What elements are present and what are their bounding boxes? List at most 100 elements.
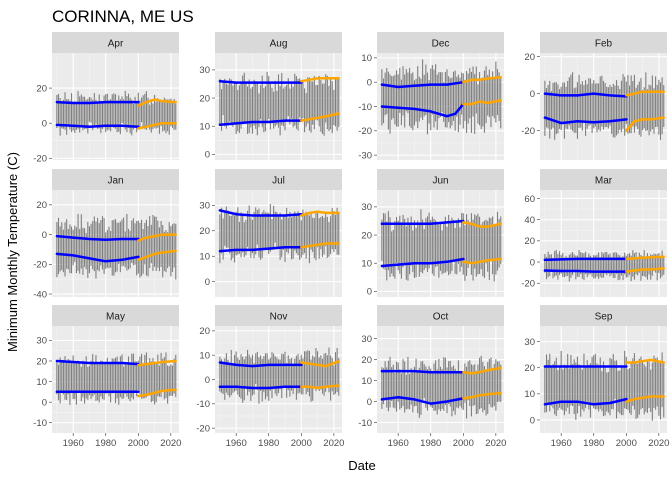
range-bar [593,80,595,129]
range-bar [302,80,304,119]
range-bar [565,255,567,277]
range-bar [446,226,448,272]
range-bar [93,216,95,272]
range-bar [632,81,634,127]
recent-lower-line [462,391,502,400]
range-bar [137,360,139,391]
range-bar [573,359,575,415]
range-bar [602,253,605,278]
range-bar [436,369,438,415]
range-bar [462,73,464,129]
range-bar [397,362,399,402]
range-bar [392,76,394,119]
y-tick-label: 40 [524,215,535,226]
range-bar [492,216,494,275]
range-bar [119,356,121,398]
range-bar [426,216,429,272]
range-bar [435,220,437,267]
range-bar [563,257,565,278]
range-bar [62,229,64,273]
range-bar [555,249,557,276]
range-bar [496,69,499,116]
range-bar [562,369,564,411]
range-bar [129,230,131,269]
range-bar [459,371,461,407]
range-bar [433,363,435,411]
range-bar [399,215,401,274]
range-bar [475,370,477,415]
range-bar [635,252,637,275]
historical-upper-line [55,100,140,105]
range-bar [282,354,284,387]
range-bar [123,99,125,124]
range-bar [142,95,144,128]
range-bar [498,361,500,402]
facet-strip [52,32,179,53]
range-bar [598,364,600,412]
historical-upper-line [218,79,303,84]
range-bar [630,362,632,415]
range-bar [459,227,461,272]
range-bar [224,78,226,127]
recent-upper-line [137,233,177,242]
range-bar [479,216,481,274]
range-bar [417,220,419,265]
range-bar [67,228,69,270]
facet-strip [52,305,179,326]
range-bar [493,78,495,119]
range-bar [82,96,84,131]
range-bar [294,73,296,126]
range-bar [82,227,84,275]
range-bar [173,223,175,268]
range-bar [77,360,79,392]
range-bar [609,357,611,416]
range-bar [132,218,134,266]
range-bar [157,354,159,397]
range-bar [594,255,596,279]
recent-upper-line [300,77,340,83]
range-bar [74,360,76,400]
range-bar [165,352,167,398]
range-bar [152,214,154,271]
range-bar [338,77,340,128]
y-tick-label: 0 [42,397,47,408]
range-bar [269,82,271,130]
recent-upper-line [462,76,502,84]
range-bar [110,363,112,403]
range-bar [485,219,487,264]
range-bar [567,81,569,130]
y-tick-label: 20 [199,93,210,104]
y-tick-label: 0 [530,257,535,268]
range-bar [229,215,231,254]
range-bar [170,364,172,396]
range-bar [273,353,275,387]
range-bar [565,365,567,412]
range-bar [242,356,244,403]
range-bar [496,211,499,271]
range-bar [313,218,315,259]
range-bar [72,355,74,400]
range-bar [407,356,409,409]
range-bar [444,357,446,406]
range-bar [391,231,393,274]
range-bar [650,369,652,412]
range-bar [163,357,165,400]
range-bar [500,216,502,265]
range-bar [483,366,486,411]
range-bar [106,93,108,131]
range-bar [640,356,642,410]
range-bar [173,358,175,394]
range-bar [633,353,635,410]
range-bar [588,253,590,275]
historical-upper-line [380,219,465,226]
range-bar [325,213,327,247]
range-bar [134,96,136,128]
range-bar [391,76,393,120]
range-bar [435,360,437,411]
y-tick-label: 0 [367,397,372,408]
x-tick-label: 2020 [160,438,181,449]
range-bar [225,206,227,248]
range-bar [624,350,626,409]
range-bar [426,72,429,135]
range-bar [638,252,640,273]
